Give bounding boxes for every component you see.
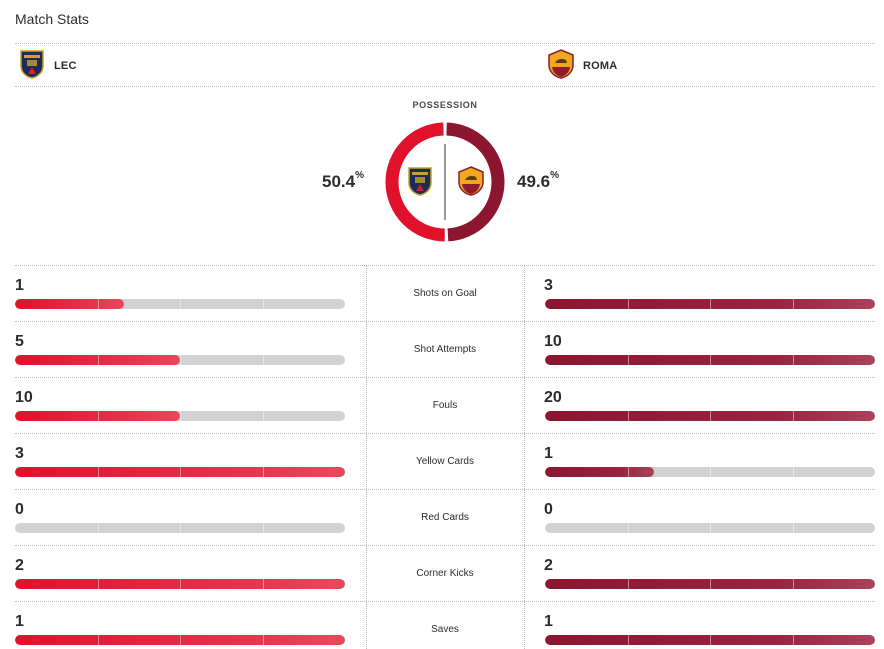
stat-label: Red Cards bbox=[421, 512, 469, 523]
home-possession-value: 50.4% bbox=[322, 170, 364, 191]
home-stat-value: 5 bbox=[15, 333, 24, 350]
column-divider bbox=[366, 378, 367, 433]
away-possession-arc bbox=[446, 122, 505, 242]
away-stat-bar bbox=[545, 523, 875, 533]
possession-label: POSSESSION bbox=[412, 100, 478, 110]
away-stat-bar-fill bbox=[545, 635, 875, 645]
home-stat-bar bbox=[15, 635, 345, 645]
home-stat-bar-fill bbox=[15, 299, 124, 309]
home-stat-bar bbox=[15, 355, 345, 365]
away-stat-bar-fill bbox=[545, 411, 875, 421]
column-divider bbox=[366, 266, 367, 321]
roma-crest-icon bbox=[458, 166, 484, 196]
column-divider bbox=[524, 378, 525, 433]
possession-donut bbox=[385, 122, 505, 242]
away-stat-value: 2 bbox=[544, 557, 553, 574]
away-stat-bar bbox=[545, 411, 875, 421]
away-stat-bar bbox=[545, 467, 875, 477]
home-stat-bar-fill bbox=[15, 467, 345, 477]
home-stat-bar-fill bbox=[15, 355, 180, 365]
home-team-name: LEC bbox=[54, 60, 77, 72]
away-stat-bar-fill bbox=[545, 299, 875, 309]
away-stat-value: 1 bbox=[544, 613, 553, 630]
away-possession-value: 49.6% bbox=[517, 170, 559, 191]
column-divider bbox=[524, 266, 525, 321]
stat-row: 10 Fouls 20 bbox=[15, 377, 875, 433]
home-stat-bar-fill bbox=[15, 411, 180, 421]
away-team[interactable]: ROMA bbox=[548, 48, 618, 84]
away-stat-value: 1 bbox=[544, 445, 553, 462]
teams-header: LEC ROMA bbox=[15, 45, 875, 85]
away-stat-value: 0 bbox=[544, 501, 553, 518]
stat-label: Yellow Cards bbox=[416, 456, 474, 467]
away-stat-value: 3 bbox=[544, 277, 553, 294]
column-divider bbox=[366, 434, 367, 489]
stat-label: Corner Kicks bbox=[416, 568, 474, 579]
home-stat-bar bbox=[15, 523, 345, 533]
away-stat-bar bbox=[545, 299, 875, 309]
home-stat-bar bbox=[15, 299, 345, 309]
away-stat-value: 10 bbox=[544, 333, 562, 350]
home-stat-value: 1 bbox=[15, 277, 24, 294]
away-stat-bar bbox=[545, 579, 875, 589]
home-stat-value: 0 bbox=[15, 501, 24, 518]
stat-label: Shots on Goal bbox=[413, 288, 477, 299]
stat-label: Fouls bbox=[432, 400, 458, 411]
column-divider bbox=[524, 434, 525, 489]
home-stat-bar bbox=[15, 579, 345, 589]
home-stat-bar bbox=[15, 467, 345, 477]
away-stat-bar bbox=[545, 635, 875, 645]
home-possession-arc bbox=[385, 122, 445, 242]
divider bbox=[15, 43, 875, 44]
home-stat-value: 10 bbox=[15, 389, 33, 406]
lecce-crest-icon bbox=[19, 49, 45, 84]
column-divider bbox=[366, 602, 367, 649]
home-stat-value: 1 bbox=[15, 613, 24, 630]
stat-label: Saves bbox=[431, 624, 459, 635]
home-stat-value: 2 bbox=[15, 557, 24, 574]
column-divider bbox=[524, 490, 525, 545]
stats-table: 1 Shots on Goal 3 5 Shot Attempts 10 10 Fouls 20… bbox=[15, 265, 875, 649]
home-stat-bar bbox=[15, 411, 345, 421]
stat-row: 1 Shots on Goal 3 bbox=[15, 265, 875, 321]
stat-row: 5 Shot Attempts 10 bbox=[15, 321, 875, 377]
away-stat-bar-fill bbox=[545, 355, 875, 365]
away-team-name: ROMA bbox=[583, 60, 618, 72]
page-title: Match Stats bbox=[15, 11, 89, 27]
column-divider bbox=[524, 602, 525, 649]
column-divider bbox=[366, 322, 367, 377]
stat-row: 2 Corner Kicks 2 bbox=[15, 545, 875, 601]
away-stat-bar-fill bbox=[545, 579, 875, 589]
column-divider bbox=[366, 546, 367, 601]
possession-section: POSSESSION 50.4% 49.6% bbox=[0, 96, 884, 256]
column-divider bbox=[524, 322, 525, 377]
roma-crest-icon bbox=[548, 48, 574, 84]
away-stat-bar bbox=[545, 355, 875, 365]
lecce-crest-icon bbox=[408, 167, 432, 196]
divider bbox=[15, 86, 875, 87]
stat-row: 0 Red Cards 0 bbox=[15, 489, 875, 545]
home-stat-value: 3 bbox=[15, 445, 24, 462]
home-stat-bar-fill bbox=[15, 579, 345, 589]
away-stat-bar-fill bbox=[545, 467, 654, 477]
column-divider bbox=[366, 490, 367, 545]
stat-row: 3 Yellow Cards 1 bbox=[15, 433, 875, 489]
home-team[interactable]: LEC bbox=[19, 49, 77, 84]
home-stat-bar-fill bbox=[15, 635, 345, 645]
stat-label: Shot Attempts bbox=[413, 344, 477, 355]
away-stat-value: 20 bbox=[544, 389, 562, 406]
column-divider bbox=[524, 546, 525, 601]
stat-row: 1 Saves 1 bbox=[15, 601, 875, 649]
